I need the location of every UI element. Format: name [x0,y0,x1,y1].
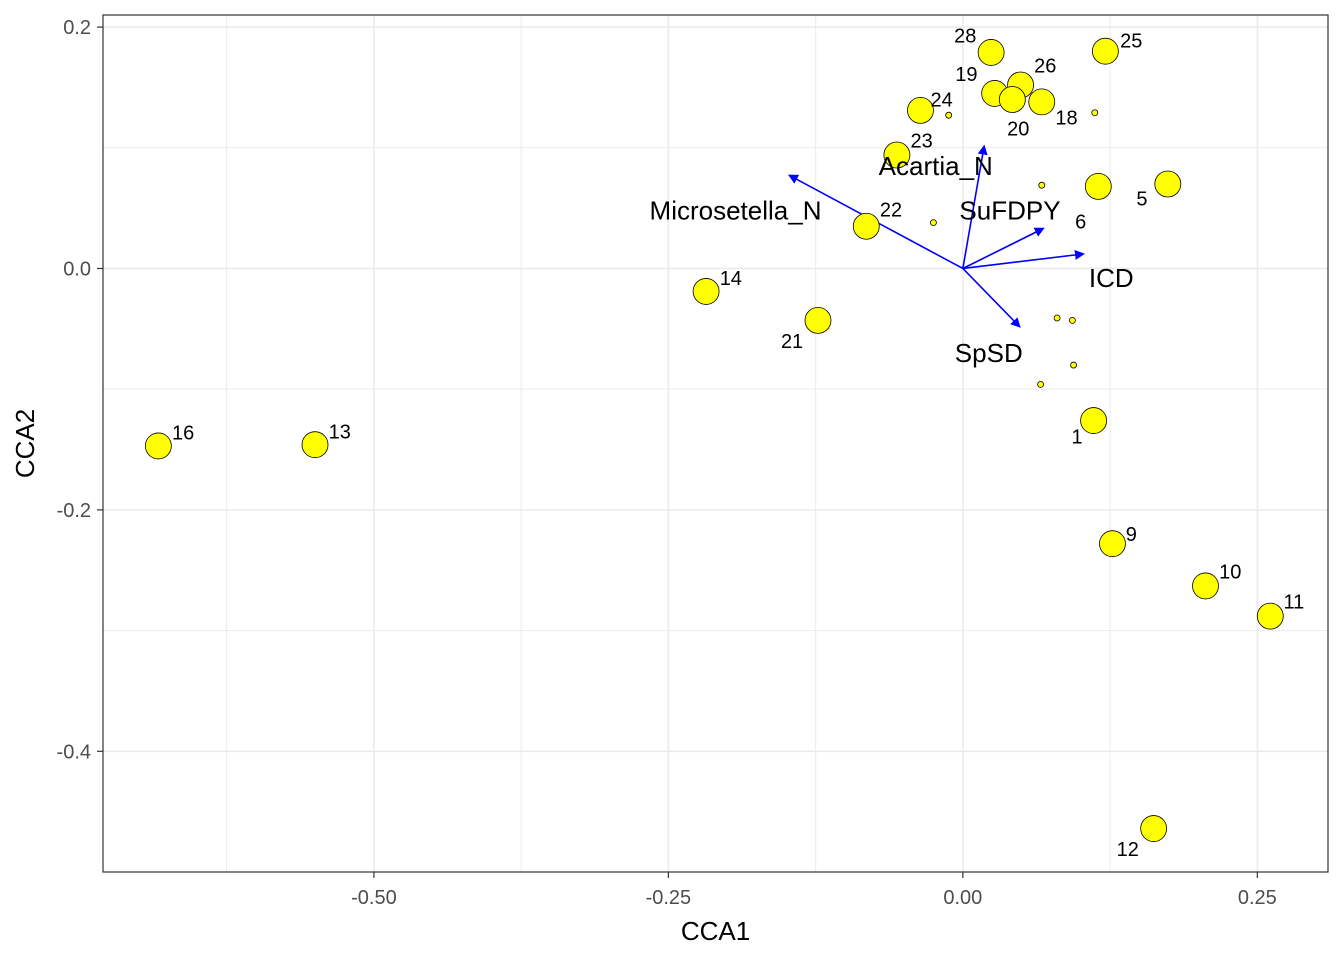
site-point [977,39,1005,66]
site-label: 13 [329,421,351,443]
site-label: 20 [1007,118,1029,140]
grid-lines [103,15,1328,872]
site-point [1256,602,1284,630]
site-label: 23 [911,131,933,153]
site-label: 25 [1120,30,1142,52]
site-label: 19 [955,64,977,86]
species-point [1053,314,1061,322]
site-label: 10 [1219,561,1241,583]
site-label: 16 [172,423,194,445]
site-label: 26 [1034,56,1056,78]
site-point [1099,530,1126,558]
site-point [1154,170,1182,198]
species-point [1070,361,1077,369]
species-point [945,111,953,119]
site-label: 11 [1283,592,1304,614]
site-label: 5 [1136,188,1147,210]
site-label: 1 [1072,426,1083,448]
site-label: 21 [781,331,803,353]
site-point [1091,37,1119,65]
site-point [144,432,172,460]
site-point [852,212,880,240]
y-tick-label: 0.2 [63,17,91,39]
y-axis: 0.2 0.0 -0.2 -0.4 [57,17,103,763]
site-point [1192,572,1219,600]
vector-label: SpSD [955,338,1023,368]
vector-label: Microsetella_N [650,196,822,226]
site-label: 28 [954,26,976,48]
x-axis: -0.50 -0.25 0.00 0.25 [351,872,1277,909]
x-tick-label: 0.00 [943,887,982,909]
site-label: 14 [720,268,742,290]
site-label: 9 [1126,524,1137,546]
x-tick-label: -0.50 [351,887,397,909]
site-label: 18 [1055,108,1077,130]
species-point [1068,316,1076,324]
site-point [301,431,329,459]
plot-panel-border [102,14,1329,873]
y-tick-label: 0.0 [63,258,91,280]
site-point [907,96,934,124]
vector-arrow [962,267,1021,328]
site-label: 12 [1117,839,1139,861]
site-point [883,141,911,169]
x-tick-label: -0.25 [646,887,692,909]
vector-arrow [962,144,988,269]
site-point [1084,172,1112,200]
site-point [692,278,720,305]
y-tick-label: -0.4 [57,741,91,763]
site-label: 22 [880,199,902,221]
vector-arrow [962,227,1045,270]
site-point [1028,88,1056,116]
site-point [998,86,1026,113]
site-point [1140,815,1168,842]
y-tick-label: -0.2 [57,500,91,522]
species-point [1037,380,1044,388]
site-point [804,306,832,334]
vector-label: ICD [1089,263,1134,293]
vector-label: SuFDPY [959,196,1060,226]
species-point [1038,181,1046,189]
species-point [1091,109,1099,117]
species-points [930,109,1099,388]
x-tick-label: 0.25 [1238,887,1277,909]
vector-arrow [962,249,1085,270]
site-label: 24 [931,89,953,111]
site-label: 6 [1075,211,1086,233]
y-axis-title: CCA2 [10,409,40,478]
site-points [144,37,1284,842]
site-point [1080,407,1108,434]
plot-panel-background [103,15,1328,872]
vector-label: Acartia_N [879,151,993,181]
x-axis-title: CCA1 [681,916,750,946]
species-point [930,219,937,227]
